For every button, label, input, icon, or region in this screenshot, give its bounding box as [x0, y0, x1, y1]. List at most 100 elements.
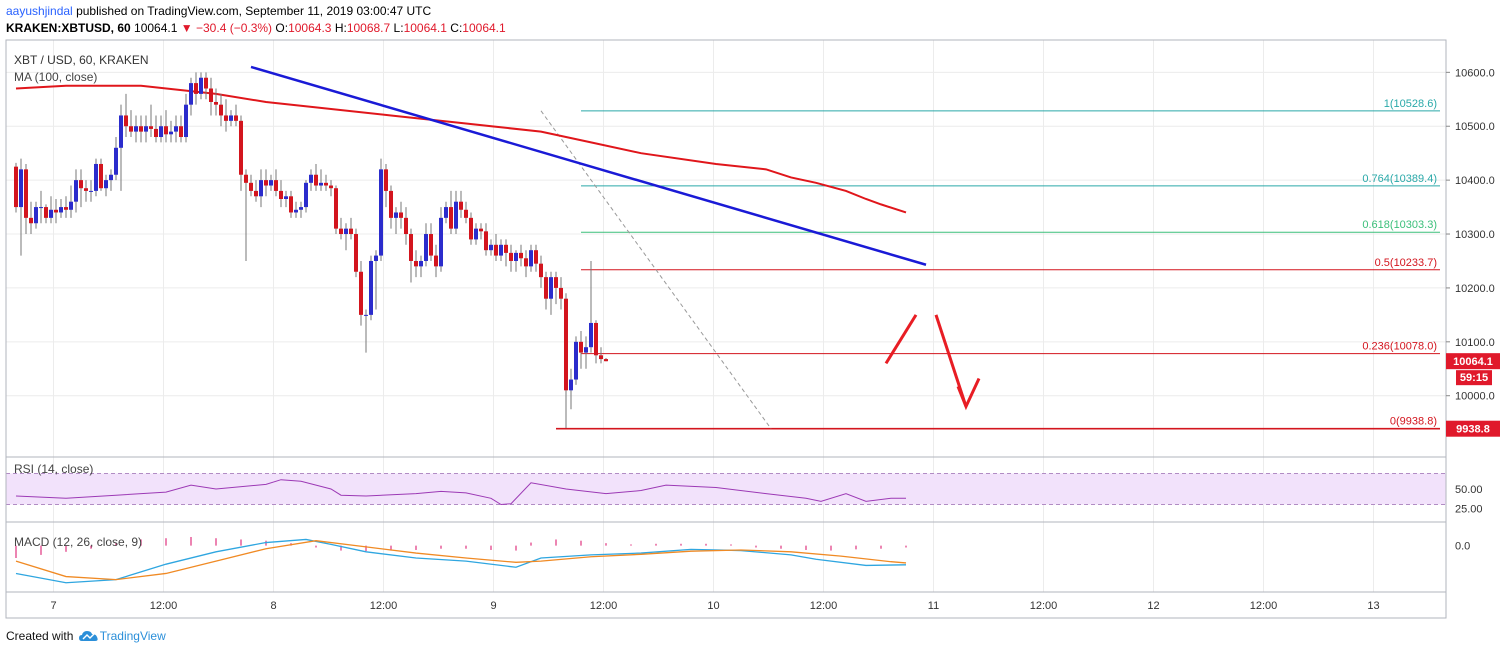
candle-body: [439, 217, 443, 267]
macd-label: MACD (12, 26, close, 9): [14, 535, 142, 549]
candle-body: [384, 169, 388, 191]
candle-body: [319, 182, 323, 186]
price-tick-label: 10300.0: [1455, 229, 1495, 241]
candle-body: [414, 260, 418, 267]
candle-body: [294, 209, 298, 213]
price-tag-bg: [1446, 420, 1500, 437]
macd-tick-label: 0.0: [1455, 541, 1470, 553]
candle-body: [449, 207, 453, 229]
candle-body: [334, 188, 338, 229]
grid: [6, 40, 1446, 592]
rsi-tick-label: 50.00: [1455, 484, 1483, 496]
candle-body: [359, 271, 363, 315]
candle-body: [44, 207, 48, 218]
candle-body: [144, 126, 148, 132]
macd-signal-line: [15, 540, 907, 581]
axes: 7 12:00 8 12:00 9 12:00 10 12:00 11 12:00 12 12:00 1…: [5, 39, 1500, 619]
candle-body: [149, 126, 153, 129]
candle-body: [174, 126, 178, 132]
candle-body: [209, 88, 213, 102]
pane-labels: XBT / USD, 60, KRAKEN MA (100, close) RSI …: [14, 53, 149, 549]
candle-body: [79, 180, 83, 189]
candle-body: [199, 77, 203, 94]
candle-body: [424, 234, 428, 261]
created-with-text: Created with: [6, 629, 74, 643]
candle-body: [34, 207, 38, 224]
candle-body: [404, 217, 408, 235]
candle-body: [159, 126, 163, 138]
candle-body: [279, 190, 283, 199]
price-change: −30.4 (−0.3%): [196, 21, 273, 35]
fib-label-0.618: 0.618(10303.3): [1362, 219, 1437, 231]
candle-body: [184, 104, 188, 138]
rsi-label: RSI (14, close): [14, 462, 93, 476]
low-label: L:: [393, 21, 404, 35]
down-arrow-head: [956, 377, 981, 411]
candle-body: [94, 163, 98, 191]
candle-body: [599, 355, 603, 360]
candle-body: [309, 174, 313, 183]
candle-body: [394, 212, 398, 218]
candle-body: [39, 207, 43, 209]
time-tick-label: 10: [707, 600, 719, 612]
fib-label-0.236: 0.236(10078.0): [1362, 341, 1437, 353]
candle-body: [569, 379, 573, 391]
candle-body: [434, 255, 438, 267]
candle-body: [564, 298, 568, 391]
candle-body: [484, 231, 488, 251]
time-tick-label: 12:00: [1030, 600, 1058, 612]
down-triangle-icon: ▼: [180, 21, 193, 35]
macd-line: [15, 538, 907, 584]
candle-body: [259, 180, 263, 197]
time-tick-label: 12:00: [1250, 600, 1278, 612]
candle-body: [459, 201, 463, 210]
candle-body: [179, 126, 183, 138]
candle-body: [344, 228, 348, 235]
rsi-tick-label: 25.00: [1455, 503, 1483, 515]
author-link[interactable]: aayushjindal: [6, 4, 73, 18]
candle-body: [504, 244, 508, 253]
candle-body: [49, 209, 53, 218]
open-value: 10064.3: [288, 21, 332, 35]
candle-body: [429, 234, 433, 256]
downtrend-line: [250, 65, 927, 266]
candle-body: [59, 207, 63, 213]
price-tag-label: 10064.1: [1453, 356, 1493, 368]
time-tick-label: 13: [1367, 600, 1379, 612]
rsi-line: [15, 479, 906, 506]
candle-body: [64, 207, 68, 210]
price-tag-bg: [1446, 353, 1500, 370]
candle-body: [324, 182, 328, 186]
rsi-pane: 25.00 50.00: [6, 473, 1483, 515]
candle-body: [354, 234, 358, 272]
candle-body: [249, 182, 253, 191]
candle-body: [469, 217, 473, 240]
ma-label: MA (100, close): [14, 70, 97, 84]
candle-body: [554, 277, 558, 288]
candle-body: [464, 209, 468, 218]
macd-pane: 0.0: [15, 536, 1470, 584]
tradingview-brand[interactable]: TradingView: [99, 629, 166, 643]
time-tick-label: 12: [1147, 600, 1159, 612]
price-tick-label: 10400.0: [1455, 175, 1495, 187]
countdown-tag-bg: [1456, 370, 1492, 386]
candle-body: [479, 228, 483, 232]
candle-body: [69, 201, 73, 210]
candle-body: [84, 188, 88, 191]
candle-body: [124, 115, 128, 127]
candle-body: [14, 166, 18, 208]
candle-body: [24, 169, 28, 218]
fib-label-0: 0(9938.8): [1390, 416, 1437, 428]
symbol-info: KRAKEN:XBTUSD, 60 10064.1 ▼ −30.4 (−0.3%…: [6, 21, 506, 35]
chart-title: XBT / USD, 60, KRAKEN: [14, 53, 149, 67]
time-tick-label: 12:00: [810, 600, 838, 612]
candle-body: [494, 244, 498, 256]
candle-body: [74, 180, 78, 202]
candle-body: [164, 126, 168, 135]
candle-body: [339, 228, 343, 235]
candle-body: [204, 77, 208, 89]
publish-text: published on TradingView.com, September …: [76, 4, 432, 18]
countdown-label: 59:15: [1460, 372, 1488, 384]
candle-body: [519, 252, 523, 259]
